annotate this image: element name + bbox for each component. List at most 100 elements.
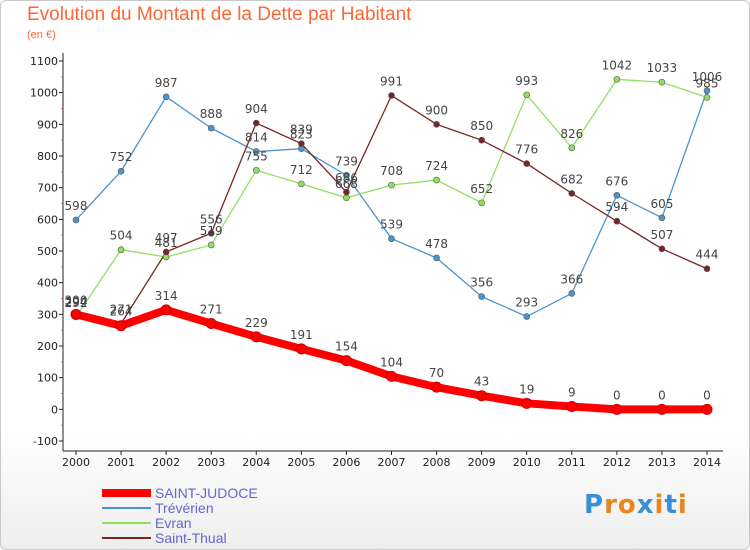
data-label: 752	[110, 150, 133, 164]
data-label: 708	[380, 164, 403, 178]
data-label: 478	[425, 237, 448, 251]
data-label: 314	[155, 289, 178, 303]
x-tick-label: 2014	[693, 456, 721, 469]
data-point	[162, 248, 170, 256]
data-label: 594	[605, 200, 628, 214]
y-tick-label: 200	[37, 340, 58, 353]
data-point	[701, 403, 713, 415]
data-point	[523, 313, 531, 320]
data-point	[658, 214, 666, 222]
data-point	[703, 87, 711, 95]
y-tick-label: 100	[37, 372, 58, 385]
data-label: 0	[658, 388, 666, 402]
data-point	[388, 92, 395, 99]
data-label: 776	[515, 143, 538, 157]
legend-label: Trévérien	[155, 500, 214, 516]
y-tick-label: 700	[37, 182, 58, 195]
x-tick-label: 2004	[242, 456, 270, 469]
data-label: 504	[110, 229, 133, 243]
data-label: 814	[245, 131, 268, 145]
data-label: 497	[155, 231, 178, 245]
data-label: 229	[245, 316, 268, 330]
x-tick-label: 2001	[107, 456, 135, 469]
brand-letter: i	[654, 490, 665, 520]
data-point	[703, 94, 711, 101]
data-point	[568, 144, 576, 152]
x-tick-label: 2003	[197, 456, 225, 469]
data-point	[298, 140, 305, 147]
data-label: 70	[429, 366, 444, 380]
data-point	[343, 188, 350, 196]
data-point	[72, 216, 80, 224]
y-tick-label: 300	[37, 308, 58, 321]
chart-title: Evolution du Montant de la Dette par Hab…	[27, 4, 412, 25]
data-point	[523, 160, 531, 167]
data-label: 985	[696, 76, 719, 90]
brand-letter: x	[636, 490, 655, 520]
data-label: 904	[245, 102, 268, 116]
data-point	[207, 229, 215, 237]
data-label: 682	[560, 172, 583, 186]
data-point	[160, 304, 172, 316]
data-label: 755	[245, 149, 268, 163]
data-label: 724	[425, 159, 448, 173]
data-point	[252, 166, 260, 174]
data-point	[433, 176, 440, 184]
x-tick-label: 2000	[62, 456, 90, 469]
data-label: 668	[335, 177, 358, 191]
data-label: 191	[290, 328, 313, 342]
data-point	[115, 320, 127, 332]
brand-letter: o	[617, 490, 637, 520]
data-point	[117, 167, 125, 175]
x-tick-label: 2006	[332, 456, 360, 469]
data-label: 676	[605, 174, 628, 188]
y-tick-label: 900	[37, 118, 58, 131]
brand-letter: t	[664, 490, 678, 520]
data-label: 1042	[602, 58, 633, 72]
data-point	[521, 397, 533, 409]
data-label: 712	[290, 163, 313, 177]
data-point	[117, 246, 125, 254]
data-label: 0	[613, 388, 621, 402]
data-label: 993	[515, 74, 538, 88]
data-label: 823	[290, 128, 313, 142]
y-tick-label: 1000	[30, 87, 58, 100]
data-label: 605	[650, 197, 673, 211]
y-tick-label: 0	[51, 403, 58, 416]
data-point	[340, 355, 352, 367]
y-tick-label: 600	[37, 213, 58, 226]
data-label: 293	[515, 296, 538, 310]
data-label: 900	[425, 103, 448, 117]
data-point	[250, 331, 262, 343]
data-point	[478, 293, 485, 300]
data-point	[252, 148, 260, 155]
data-point	[433, 121, 440, 128]
data-point	[703, 265, 711, 273]
brand-letter: i	[677, 490, 688, 520]
brand-logo: Proxiti	[584, 490, 688, 520]
y-tick-label: 1100	[30, 55, 58, 68]
series-line	[75, 78, 708, 318]
data-label: 739	[335, 154, 358, 168]
x-tick-label: 2009	[468, 456, 496, 469]
data-point	[566, 400, 578, 412]
y-tick-label: -100	[33, 435, 58, 448]
data-point	[568, 190, 576, 197]
data-label: 850	[470, 119, 493, 133]
y-tick-label: 800	[37, 150, 58, 163]
x-tick-label: 2012	[603, 456, 631, 469]
data-point	[433, 254, 440, 262]
data-label: 9	[568, 385, 576, 399]
data-label: 539	[380, 218, 403, 232]
data-point	[613, 76, 621, 83]
y-tick-label: 500	[37, 245, 58, 258]
data-label: 888	[200, 107, 223, 121]
data-point	[478, 199, 485, 207]
data-label: 839	[290, 123, 313, 137]
data-label: 19	[519, 382, 534, 396]
data-label: 0	[703, 388, 711, 402]
data-point	[613, 217, 621, 225]
data-label: 987	[155, 76, 178, 90]
